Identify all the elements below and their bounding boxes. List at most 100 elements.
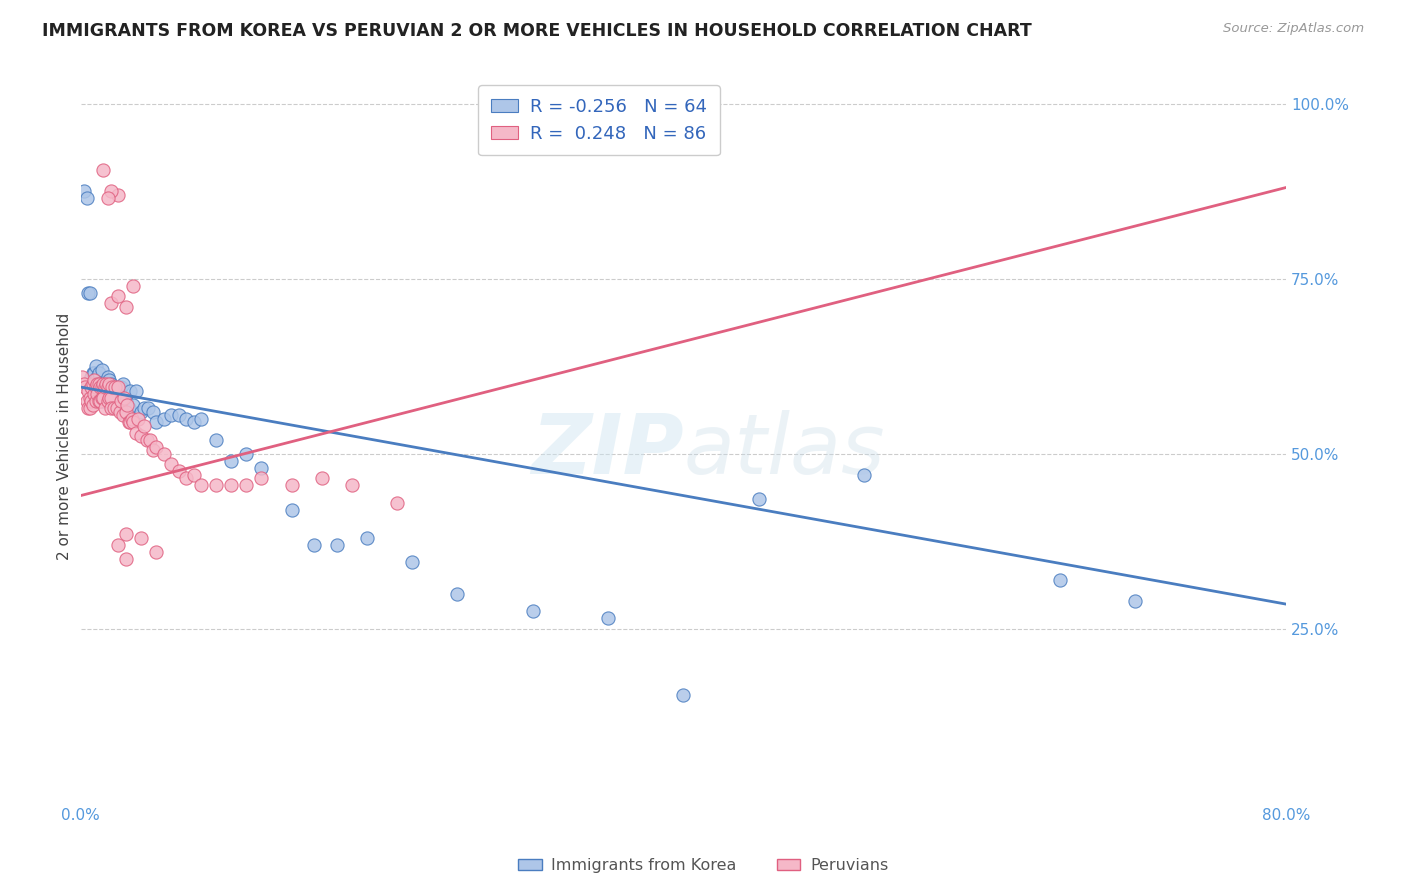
Point: [125, 384, 148, 398]
Point: [167, 464, 190, 478]
Point: [235, 446, 257, 460]
Point: [87, 376, 110, 391]
Point: [142, 404, 165, 418]
Point: [280, 478, 302, 492]
Point: [129, 404, 152, 418]
Point: [115, 394, 138, 409]
Text: IMMIGRANTS FROM KOREA VS PERUVIAN 2 OR MORE VEHICLES IN HOUSEHOLD CORRELATION CH: IMMIGRANTS FROM KOREA VS PERUVIAN 2 OR M…: [42, 22, 1032, 40]
Point: [90, 391, 112, 405]
Y-axis label: 2 or more Vehicles in Household: 2 or more Vehicles in Household: [58, 312, 72, 559]
Point: [100, 401, 122, 415]
Point: [79, 391, 101, 405]
Point: [108, 391, 131, 405]
Point: [75, 380, 97, 394]
Text: atlas: atlas: [683, 410, 884, 491]
Point: [235, 478, 257, 492]
Point: [1049, 573, 1071, 587]
Point: [91, 380, 114, 394]
Point: [82, 366, 104, 380]
Point: [111, 376, 134, 391]
Point: [89, 380, 111, 394]
Point: [101, 380, 124, 394]
Point: [100, 296, 122, 310]
Text: ZIP: ZIP: [530, 410, 683, 491]
Point: [174, 471, 197, 485]
Point: [152, 446, 174, 460]
Point: [89, 376, 111, 391]
Point: [84, 373, 107, 387]
Point: [145, 415, 167, 429]
Point: [94, 401, 117, 415]
Point: [91, 376, 114, 391]
Point: [101, 380, 124, 394]
Point: [97, 384, 120, 398]
Point: [76, 191, 98, 205]
Point: [83, 373, 105, 387]
Point: [110, 394, 132, 409]
Point: [79, 285, 101, 300]
Point: [94, 376, 117, 391]
Point: [80, 380, 103, 394]
Point: [748, 492, 770, 507]
Point: [98, 376, 121, 391]
Legend: Immigrants from Korea, Peruvians: Immigrants from Korea, Peruvians: [512, 852, 894, 880]
Point: [356, 531, 378, 545]
Point: [91, 394, 114, 409]
Point: [98, 391, 121, 405]
Point: [100, 391, 122, 405]
Point: [86, 376, 108, 391]
Point: [104, 387, 127, 401]
Point: [160, 457, 183, 471]
Point: [280, 502, 302, 516]
Point: [80, 369, 103, 384]
Point: [79, 401, 101, 415]
Point: [112, 391, 135, 405]
Point: [115, 527, 138, 541]
Point: [77, 384, 100, 398]
Point: [111, 408, 134, 422]
Point: [250, 471, 273, 485]
Point: [115, 300, 138, 314]
Point: [183, 415, 205, 429]
Point: [127, 411, 149, 425]
Point: [118, 401, 141, 415]
Point: [96, 376, 118, 391]
Point: [311, 471, 333, 485]
Point: [90, 362, 112, 376]
Point: [107, 538, 129, 552]
Point: [385, 495, 408, 509]
Point: [82, 380, 104, 394]
Point: [205, 478, 228, 492]
Point: [190, 478, 212, 492]
Point: [121, 411, 143, 425]
Point: [122, 278, 145, 293]
Point: [73, 184, 96, 198]
Legend: R = -0.256   N = 64, R =  0.248   N = 86: R = -0.256 N = 64, R = 0.248 N = 86: [478, 85, 720, 155]
Point: [118, 415, 141, 429]
Point: [94, 380, 117, 394]
Point: [96, 384, 118, 398]
Point: [107, 289, 129, 303]
Point: [672, 688, 695, 702]
Point: [221, 453, 243, 467]
Point: [117, 398, 139, 412]
Point: [87, 394, 110, 409]
Point: [89, 394, 111, 409]
Point: [522, 604, 544, 618]
Point: [152, 411, 174, 425]
Point: [250, 460, 273, 475]
Point: [82, 376, 104, 391]
Point: [446, 586, 468, 600]
Point: [115, 404, 138, 418]
Point: [105, 401, 128, 415]
Point: [104, 380, 127, 394]
Point: [107, 187, 129, 202]
Point: [125, 425, 148, 440]
Point: [340, 478, 363, 492]
Point: [91, 163, 114, 178]
Point: [1123, 593, 1146, 607]
Point: [122, 415, 145, 429]
Point: [98, 373, 121, 387]
Point: [145, 544, 167, 558]
Point: [129, 531, 152, 545]
